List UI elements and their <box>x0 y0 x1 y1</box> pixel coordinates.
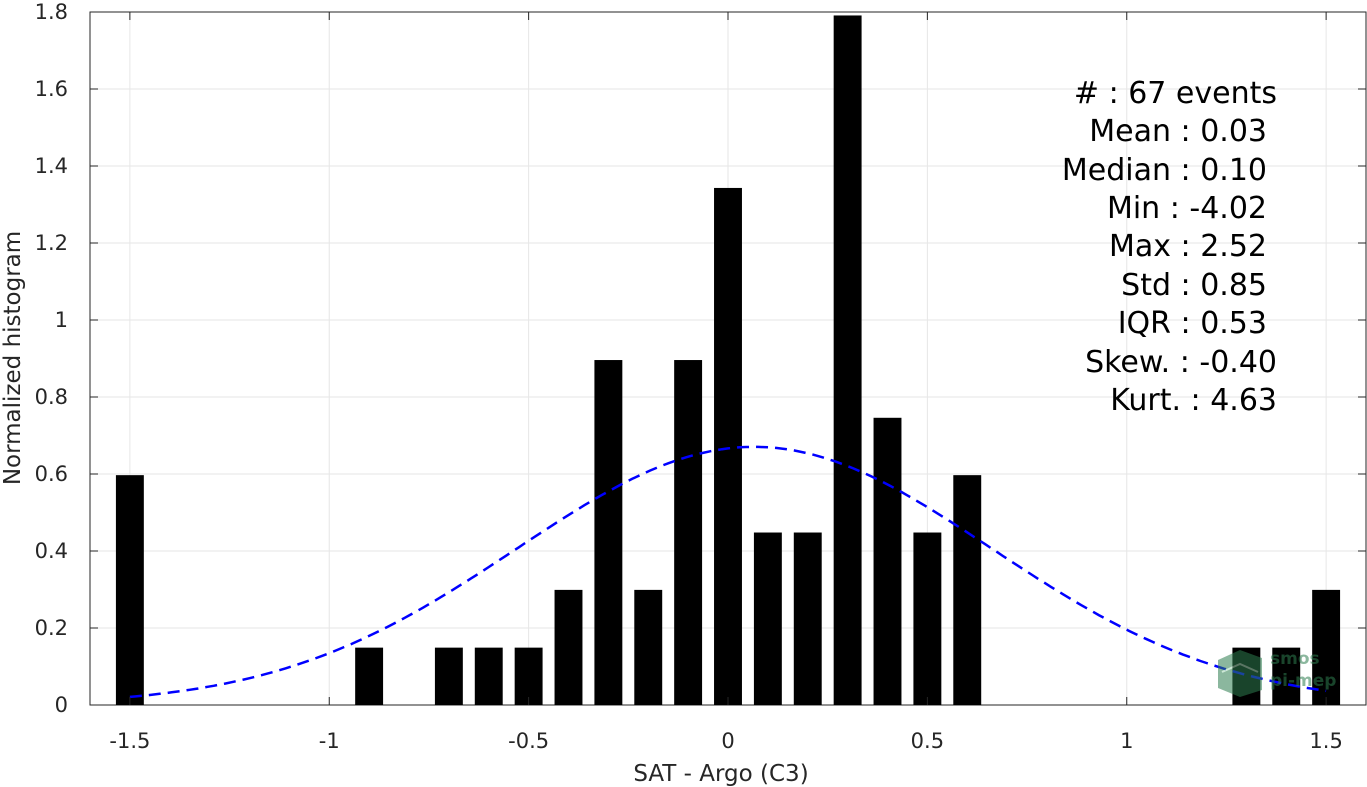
x-tick-label: -1 <box>319 729 340 753</box>
y-tick-label: 0.2 <box>35 616 68 640</box>
logo-text-smos: smos <box>1270 649 1320 669</box>
histogram-bar <box>1272 647 1301 705</box>
histogram-bar <box>833 15 862 705</box>
x-axis-ticks: -1.5 -1 -0.5 0 0.5 1 1.5 <box>109 12 1343 753</box>
y-axis-ticks: 0 0.2 0.4 0.6 0.8 1 1.2 1.4 1.6 1.8 <box>35 0 1366 717</box>
histogram-bar <box>554 589 583 705</box>
histogram-bar <box>873 417 902 705</box>
x-tick-label: 0.5 <box>911 729 944 753</box>
y-tick-label: 0.8 <box>35 385 68 409</box>
histogram-bar <box>355 647 384 705</box>
stat-events: # : 67 events <box>1074 76 1277 111</box>
x-tick-label: 0 <box>721 729 734 753</box>
y-axis-label: Normalized histogram <box>0 231 26 485</box>
histogram-bar <box>913 532 942 705</box>
normal-fit-curve <box>129 445 1327 699</box>
stat-kurt: Kurt. : 4.63 <box>1110 383 1277 418</box>
logo-mark-detail-icon <box>1221 662 1259 673</box>
stat-iqr: IQR : 0.53 <box>1118 306 1267 341</box>
y-tick-label: 1.8 <box>35 0 68 24</box>
stat-std: Std : 0.85 <box>1121 268 1267 303</box>
x-tick-label: -0.5 <box>508 729 549 753</box>
histogram-bar <box>514 647 543 705</box>
x-axis-label: SAT - Argo (C3) <box>633 761 808 787</box>
histogram-bar <box>753 532 782 705</box>
histogram-bar <box>434 647 463 705</box>
histogram-bar <box>474 647 503 705</box>
y-tick-label: 1.2 <box>35 231 68 255</box>
histogram-bar <box>115 475 144 705</box>
logo-text-pimep: pi-mep <box>1270 671 1336 691</box>
stat-min: Min : -4.02 <box>1107 191 1267 226</box>
y-tick-label: 0.6 <box>35 462 68 486</box>
histogram-bar <box>674 360 703 705</box>
stat-median: Median : 0.10 <box>1062 153 1267 188</box>
stats-box: # : 67 events Mean : 0.03 Median : 0.10 … <box>1062 76 1277 418</box>
x-tick-label: -1.5 <box>109 729 150 753</box>
y-tick-label: 0.4 <box>35 539 68 563</box>
stat-skew: Skew. : -0.40 <box>1085 345 1277 380</box>
y-tick-label: 0 <box>55 693 68 717</box>
bars <box>115 15 1341 705</box>
y-tick-label: 1.4 <box>35 154 68 178</box>
histogram-bar <box>953 475 982 705</box>
histogram-bar <box>594 360 623 705</box>
x-tick-label: 1 <box>1120 729 1133 753</box>
y-tick-label: 1.6 <box>35 77 68 101</box>
logo-mark-icon <box>1218 650 1262 697</box>
y-tick-label: 1 <box>55 308 68 332</box>
x-tick-label: 1.5 <box>1309 729 1342 753</box>
histogram-bar <box>634 589 663 705</box>
stat-max: Max : 2.52 <box>1109 229 1267 264</box>
histogram-bar <box>793 532 822 705</box>
histogram-bar <box>1312 589 1341 705</box>
stat-mean: Mean : 0.03 <box>1089 114 1267 149</box>
smos-pimep-logo: smos pi-mep <box>1218 649 1336 697</box>
